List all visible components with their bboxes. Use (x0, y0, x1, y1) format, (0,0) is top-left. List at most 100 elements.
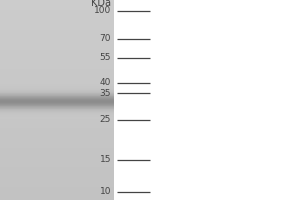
Bar (0, 110, 114, 111)
Bar (0, 178, 114, 179)
Bar (0, 55, 114, 56)
Text: 40: 40 (100, 78, 111, 87)
Text: 10: 10 (100, 187, 111, 196)
Bar (0, 79, 114, 80)
Bar (0, 9, 114, 10)
Bar (0, 85, 114, 86)
Text: 70: 70 (100, 34, 111, 43)
Bar (0, 64, 114, 65)
Bar (0, 130, 114, 131)
Bar (0, 90, 114, 91)
Bar (0, 151, 114, 152)
Bar (0, 108, 114, 109)
Text: 100: 100 (94, 6, 111, 15)
Bar (0, 165, 114, 166)
Bar (0, 13, 114, 14)
Bar (0, 86, 114, 87)
Bar (0, 169, 114, 170)
Bar (0, 86, 114, 87)
Bar (0, 190, 114, 191)
Bar (0, 150, 114, 151)
Bar (0, 51, 114, 52)
Bar (0, 33, 114, 34)
Bar (0, 94, 114, 95)
Bar (0, 6, 114, 7)
Bar (0, 116, 114, 117)
Bar (0, 172, 114, 173)
Text: 25: 25 (100, 115, 111, 124)
Bar (0, 177, 114, 178)
Bar (0, 53, 114, 54)
Bar (0, 92, 114, 93)
Bar (0, 175, 114, 176)
Bar (0, 158, 114, 159)
Bar (0, 108, 114, 109)
Bar (0, 144, 114, 145)
Bar (0, 119, 114, 120)
Bar (0, 157, 114, 158)
Bar (0, 57, 114, 58)
Bar (0, 101, 114, 102)
Bar (0, 87, 114, 88)
Bar (0, 127, 114, 128)
Bar (0, 147, 114, 148)
Bar (0, 11, 114, 12)
Bar (0, 56, 114, 57)
Bar (0, 196, 114, 197)
Bar (0, 45, 114, 46)
Bar (0, 84, 114, 85)
Bar (0, 132, 114, 133)
Bar (0, 4, 114, 5)
Bar (0, 48, 114, 49)
Bar (0, 109, 114, 110)
Bar (0, 28, 114, 29)
Bar (0, 0, 114, 1)
Bar (0, 106, 114, 107)
Bar (0, 153, 114, 154)
Bar (0, 125, 114, 126)
Bar (0, 184, 114, 185)
Bar (0, 88, 114, 89)
Bar (0, 123, 114, 124)
Bar (0, 109, 114, 110)
Bar (0, 15, 114, 16)
Bar (0, 115, 114, 116)
Bar (0, 129, 114, 130)
Bar (0, 199, 114, 200)
Bar (0, 43, 114, 44)
Bar (0, 120, 114, 121)
Bar (0, 89, 114, 90)
Bar (0, 189, 114, 190)
Bar (0, 104, 114, 105)
Bar (0, 93, 114, 94)
Bar (0, 111, 114, 112)
Bar (0, 192, 114, 193)
Bar (0, 183, 114, 184)
Bar (0, 35, 114, 36)
Bar (0, 95, 114, 96)
Bar (0, 198, 114, 199)
Bar (0, 22, 114, 23)
Bar (0, 8, 114, 9)
Bar (0, 85, 114, 86)
Bar (0, 91, 114, 92)
Bar (0, 188, 114, 189)
Bar (0, 118, 114, 119)
Bar (0, 133, 114, 134)
Bar (0, 92, 114, 93)
Bar (0, 94, 114, 95)
Bar (0, 95, 114, 96)
Bar (0, 148, 114, 149)
Bar (0, 107, 114, 108)
Bar (0, 182, 114, 183)
Bar (0, 77, 114, 78)
Bar (0, 145, 114, 146)
Bar (0, 117, 114, 118)
Bar (0, 140, 114, 141)
Bar (0, 98, 114, 99)
Bar (0, 97, 114, 98)
Bar (0, 174, 114, 175)
Bar (0, 110, 114, 111)
Bar (0, 136, 114, 137)
Bar (0, 49, 114, 50)
